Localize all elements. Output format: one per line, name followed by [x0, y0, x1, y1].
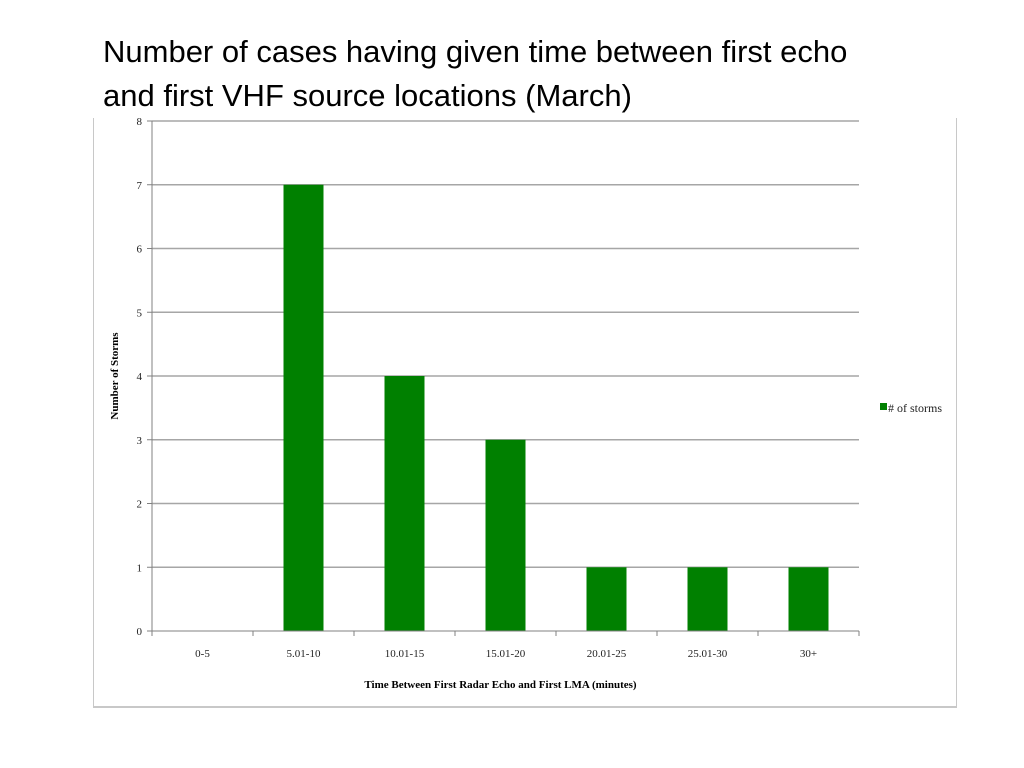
bar-30+: [788, 567, 829, 631]
chart-frame: 0 1 2 3 4 5 6 7 8 0-5 5.01-10 10.01-15 15.01-20 20.0…: [93, 118, 957, 708]
y-tick-label: 5: [137, 307, 143, 319]
x-tick-label: 0-5: [195, 648, 210, 660]
y-tick-label: 0: [137, 626, 143, 638]
bar-20.01-25: [586, 567, 627, 631]
x-tick-labels: 0-5 5.01-10 10.01-15 15.01-20 20.01-25 25.01-…: [195, 648, 817, 660]
slide-title-line-2: and first VHF source locations (March): [103, 78, 632, 113]
bars: [283, 184, 829, 631]
x-tick-label: 25.01-30: [688, 648, 728, 660]
slide-title-line-1: Number of cases having given time betwee…: [103, 34, 848, 69]
y-tick-label: 6: [137, 244, 143, 256]
y-tick-labels: 0 1 2 3 4 5 6 7 8: [137, 118, 143, 638]
y-tick-label: 2: [137, 499, 143, 511]
bar-25.01-30: [687, 567, 728, 631]
x-tick-label: 20.01-25: [587, 648, 627, 660]
y-tick-label: 1: [137, 562, 143, 574]
bar-10.01-15: [384, 376, 425, 631]
legend-swatch: [880, 403, 887, 410]
x-tick-label: 15.01-20: [486, 648, 526, 660]
axes: [147, 120, 860, 636]
x-axis-title: Time Between First Radar Echo and First …: [364, 679, 636, 691]
x-tick-label: 5.01-10: [287, 648, 321, 660]
slide-title: Number of cases having given time betwee…: [103, 30, 943, 118]
y-tick-label: 3: [137, 435, 143, 447]
y-tick-label: 8: [137, 118, 143, 128]
bar-chart: 0 1 2 3 4 5 6 7 8 0-5 5.01-10 10.01-15 15.01-20 20.0…: [109, 118, 942, 691]
y-tick-label: 4: [137, 371, 143, 383]
x-tick-label: 30+: [800, 648, 817, 660]
legend-label: # of storms: [888, 401, 942, 415]
bar-5.01-10: [283, 184, 324, 631]
y-axis-title: Number of Storms: [109, 332, 121, 420]
x-tick-label: 10.01-15: [385, 648, 425, 660]
y-tick-label: 7: [137, 180, 143, 192]
legend: # of storms: [880, 401, 942, 415]
bar-15.01-20: [485, 439, 526, 631]
